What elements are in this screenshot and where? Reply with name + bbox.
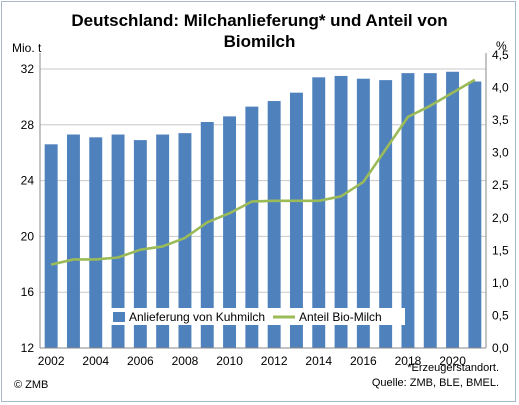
y-right-tick-label: 1,0 [492, 276, 509, 290]
y-left-tick-label: 16 [21, 285, 35, 299]
y-left-tick-label: 32 [21, 62, 35, 76]
bar [111, 134, 125, 348]
bar [468, 81, 482, 348]
x-tick-labels: 2002 2004 2006 2008 2010 2012 2014 2016 2018 2020 [38, 354, 466, 368]
bar [312, 77, 326, 349]
bar [401, 73, 415, 348]
bio-share-line [50, 78, 476, 266]
bar [200, 121, 214, 348]
y-right-tick-label: 4,0 [492, 81, 509, 95]
chart-title-line1: Deutschland: Milchanlieferung* und Antei… [71, 11, 448, 30]
y-right-tick-labels: 0,0 0,5 1,0 1,5 2,0 2,5 3,0 3,5 4,0 4,5 [492, 48, 509, 355]
y-right-unit: % [496, 39, 507, 53]
y-right-tick-label: 2,5 [492, 178, 509, 192]
x-tick-label: 2002 [38, 354, 65, 368]
bar [245, 106, 259, 348]
x-tick-label: 2018 [395, 354, 422, 368]
y-left-tick-label: 20 [21, 229, 35, 243]
legend-swatch-bars [113, 312, 125, 322]
x-tick-label: 2014 [305, 354, 332, 368]
bar [156, 134, 170, 348]
bar [423, 73, 437, 348]
footnote: *Erzeugerstandort. [407, 362, 499, 374]
axes [39, 53, 487, 349]
x-tick-label: 2010 [216, 354, 243, 368]
y-left-tick-label: 28 [21, 118, 35, 132]
bar [133, 140, 147, 348]
copyright: © ZMB [14, 379, 49, 391]
y-left-tick-label: 24 [21, 174, 35, 188]
x-tick-label: 2004 [82, 354, 109, 368]
y-left-tick-labels: 12 16 20 24 28 32 [21, 62, 35, 355]
source-note: Quelle: ZMB, BLE, BMEL. [371, 377, 499, 389]
bar [267, 101, 281, 349]
line-series [50, 78, 476, 266]
x-tick-label: 2008 [172, 354, 199, 368]
chart-title-line2: Biomilch [223, 32, 296, 51]
bar [446, 71, 460, 348]
legend-label-line: Anteil Bio-Milch [299, 310, 382, 324]
bar-series [44, 71, 482, 349]
x-tick-label: 2016 [350, 354, 377, 368]
y-left-unit: Mio. t [12, 41, 42, 55]
chart-title: Deutschland: Milchanlieferung* und Antei… [2, 10, 517, 52]
bar [223, 116, 237, 348]
legend: Anlieferung von Kuhmilch Anteil Bio-Milc… [106, 308, 405, 325]
bar [379, 80, 393, 348]
x-tick-label: 2006 [127, 354, 154, 368]
bar [66, 134, 80, 348]
bar [178, 133, 192, 348]
bar [44, 144, 58, 348]
bar [334, 75, 348, 348]
bar [356, 78, 370, 348]
y-right-tick-label: 2,0 [492, 211, 509, 225]
y-right-tick-label: 3,5 [492, 113, 509, 127]
bar [289, 92, 303, 349]
x-tick-label: 2012 [261, 354, 288, 368]
y-right-tick-label: 4,5 [492, 48, 509, 62]
y-right-tick-label: 0,5 [492, 308, 509, 322]
y-right-tick-label: 0,0 [492, 341, 509, 355]
legend-box [106, 308, 405, 325]
legend-label-bars: Anlieferung von Kuhmilch [129, 310, 265, 324]
y-left-tick-label: 12 [21, 341, 35, 355]
y-right-tick-label: 1,5 [492, 243, 509, 257]
y-right-tick-label: 3,0 [492, 146, 509, 160]
bar [89, 137, 103, 348]
x-tick-label: 2020 [439, 354, 466, 368]
